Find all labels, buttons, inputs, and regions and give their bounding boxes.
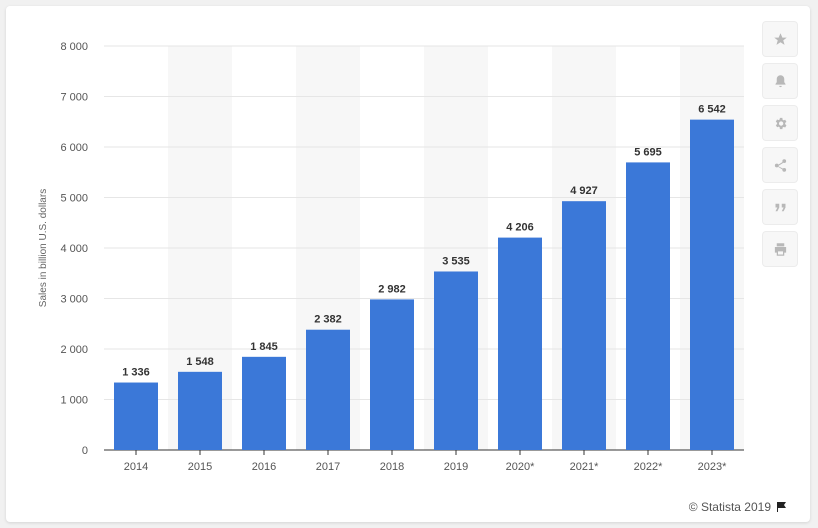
bar [626,162,670,450]
bar [242,356,286,450]
x-tick-label: 2018 [380,461,404,473]
bar-value-label: 5 695 [634,146,662,158]
bar [114,382,158,450]
y-tick-label: 1 000 [60,395,88,407]
x-tick-label: 2020* [506,461,535,473]
statista-credit[interactable]: © Statista 2019 [689,500,788,514]
y-tick-label: 3 000 [60,294,88,306]
x-tick-label: 2017 [316,461,340,473]
gear-icon [775,117,786,129]
bar-value-label: 3 535 [442,255,470,267]
print-button[interactable] [762,231,798,267]
quote-icon [775,203,785,211]
bar-value-label: 1 845 [250,341,278,353]
bar-value-label: 2 982 [378,283,406,295]
x-tick-label: 2015 [188,461,212,473]
bar-value-label: 2 382 [314,314,342,326]
flag-icon [777,502,786,512]
share-icon [774,158,786,172]
bar-value-label: 6 542 [698,104,726,116]
y-tick-label: 6 000 [60,142,88,154]
x-tick-label: 2016 [252,461,276,473]
x-tick-label: 2014 [124,461,148,473]
x-tick-label: 2023* [698,461,727,473]
chart-card: 0 1 000 2 000 3 000 4 000 5 000 6 000 7 000 8 00… [6,6,810,522]
cite-button[interactable] [762,189,798,225]
x-tick-label: 2021* [570,461,599,473]
x-tick-label: 2019 [444,461,468,473]
y-axis-title: Sales in billion U.S. dollars [38,189,49,307]
bar [690,119,734,450]
bar-chart: 0 1 000 2 000 3 000 4 000 5 000 6 000 7 000 8 00… [38,41,744,473]
bar [498,237,542,450]
bar-value-label: 1 336 [122,367,150,379]
bar [370,299,414,450]
star-icon [773,32,787,45]
bar-value-label: 1 548 [186,356,214,368]
bell-icon [775,74,785,87]
bar-value-label: 4 927 [570,185,598,197]
credit-text: © Statista 2019 [688,500,771,514]
y-tick-label: 2 000 [60,344,88,356]
bar-value-label: 4 206 [506,222,534,234]
settings-button[interactable] [762,105,798,141]
bar [178,371,222,450]
y-tick-label: 4 000 [60,243,88,255]
x-tick-label: 2022* [634,461,663,473]
share-button[interactable] [762,147,798,183]
print-icon [774,242,786,256]
y-tick-label: 7 000 [60,92,88,104]
favorite-button[interactable] [762,21,798,57]
notification-button[interactable] [762,63,798,99]
chart-toolbar [762,21,804,267]
y-tick-label: 0 [82,445,88,457]
bar [434,271,478,450]
y-tick-label: 5 000 [60,193,88,205]
bar [562,201,606,450]
bar [306,329,350,450]
y-tick-label: 8 000 [60,41,88,53]
